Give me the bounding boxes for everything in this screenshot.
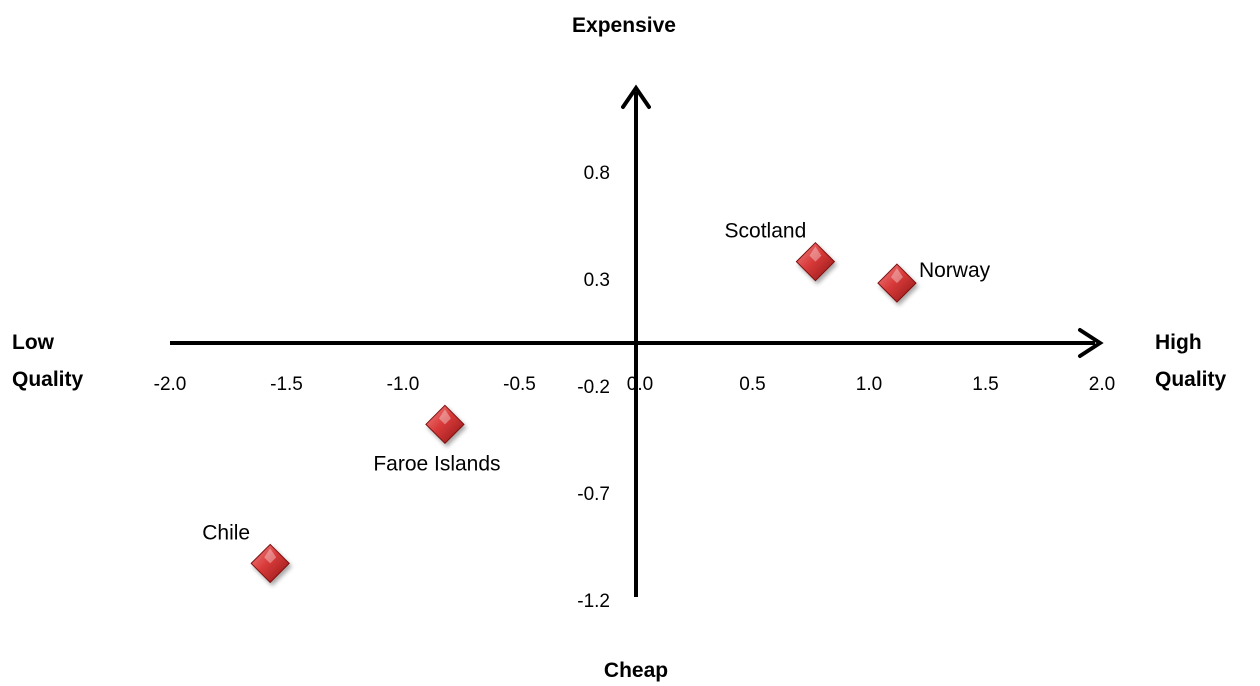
axis-title-right-line2: Quality (1155, 368, 1227, 391)
x-tick-label: 0.0 (627, 374, 653, 395)
point-marker (425, 404, 465, 445)
point-marker-highlight (890, 268, 903, 284)
axis-title-left-line1: Low (12, 331, 55, 354)
y-tick-labels: 0.8 0.3 -0.2 -0.7 -1.2 (577, 163, 610, 612)
x-axis-arrowhead (1078, 328, 1104, 358)
x-tick-label: -2.0 (154, 374, 187, 395)
point-marker-highlight (264, 548, 277, 564)
y-tick-label: 0.8 (584, 163, 610, 184)
x-tick-label: 1.5 (972, 374, 998, 395)
point-marker-highlight (809, 246, 822, 262)
point-marker (795, 241, 836, 282)
axis-title-bottom: Cheap (604, 659, 668, 682)
point-label: Chile (202, 521, 250, 544)
y-axis-arrowhead (621, 84, 651, 109)
x-tick-label: -0.5 (503, 374, 536, 395)
point-label: Scotland (725, 220, 807, 243)
point-marker (877, 263, 917, 303)
axis-title-top: Expensive (572, 14, 676, 37)
data-points: Scotland Norway Faroe Islands Chile (202, 220, 991, 584)
point-marker (250, 543, 290, 584)
x-tick-label: -1.0 (387, 374, 420, 395)
axis-title-right-line1: High (1155, 331, 1202, 354)
y-tick-label: 0.3 (584, 270, 610, 291)
x-tick-labels: -2.0 -1.5 -1.0 -0.5 0.0 0.5 1.0 1.5 2.0 (154, 374, 1116, 395)
point-label: Faroe Islands (373, 452, 500, 475)
y-tick-label: -0.7 (577, 484, 610, 505)
axis-title-left-line2: Quality (12, 368, 84, 391)
x-tick-label: 1.0 (856, 374, 882, 395)
y-tick-label: -0.2 (577, 377, 610, 398)
x-tick-label: 0.5 (739, 374, 765, 395)
x-tick-label: -1.5 (270, 374, 303, 395)
x-tick-label: 2.0 (1089, 374, 1115, 395)
point-marker-highlight (438, 409, 451, 425)
point-label: Norway (919, 259, 991, 282)
y-tick-label: -1.2 (577, 591, 610, 612)
